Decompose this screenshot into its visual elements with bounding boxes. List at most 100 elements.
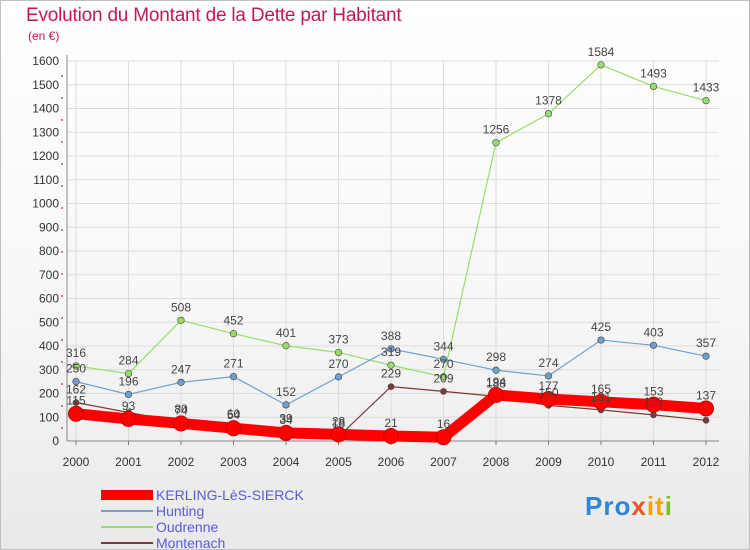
data-label: 270 [433,357,453,371]
data-point [544,110,553,118]
data-label: 344 [433,339,453,353]
data-label: 177 [538,379,558,393]
x-tick-label: 2006 [378,455,405,469]
data-label: 137 [696,388,716,402]
axis-dot [61,405,63,407]
legend-item: Oudrenne [101,519,304,535]
data-label: 1584 [588,45,615,59]
data-point [120,410,137,427]
data-point [387,345,395,353]
y-tick-label: 1400 [32,102,59,116]
data-point [650,411,657,419]
data-label: 1433 [693,81,720,95]
axis-dot [61,251,63,253]
y-tick-label: 500 [39,315,59,329]
y-tick-label: 1500 [32,78,59,92]
axis-dot [61,185,63,187]
y-tick-label: 900 [39,220,59,234]
legend-swatch [101,490,153,500]
data-label: 401 [276,326,296,340]
data-point [702,417,710,424]
data-point [544,372,553,380]
legend-swatch [101,542,153,544]
data-label: 1256 [483,123,510,137]
data-label: 373 [328,332,348,346]
data-point [593,393,609,410]
axis-dot [61,361,63,363]
data-label: 54 [227,408,241,422]
axis-dot [61,317,63,319]
data-point [330,426,347,443]
data-label: 162 [66,383,86,397]
legend-label: Oudrenne [156,519,219,535]
logo-part: i [664,491,673,521]
y-tick-label: 200 [39,387,59,401]
legend-swatch [101,510,153,512]
data-point [334,348,343,357]
logo-part: x [631,491,647,521]
axis-dot [61,339,63,341]
x-tick-label: 2008 [483,455,510,469]
chart-title: Evolution du Montant de la Dette par Hab… [26,5,402,26]
data-point [72,399,80,406]
legend-swatch [101,526,153,528]
data-label: 319 [381,345,401,359]
data-point [177,316,185,324]
y-tick-label: 1300 [32,125,59,139]
axis-dot [61,295,63,297]
data-point [440,388,447,395]
x-tick-label: 2012 [693,455,720,469]
axis-dot [61,97,63,99]
data-label: 209 [433,371,453,385]
data-point [282,342,290,350]
data-point [439,355,448,363]
data-label: 270 [328,357,348,371]
data-point [645,396,662,413]
data-label: 403 [643,325,663,339]
data-label: 16 [437,417,451,431]
data-point [72,378,80,386]
legend: KERLING-LèS-SIERCK Hunting Oudrenne Montena… [101,487,304,549]
legend-item: Montenach [101,535,304,549]
x-tick-label: 2010 [588,455,615,469]
data-point [649,341,658,349]
data-label: 388 [381,329,401,343]
data-point [387,361,395,369]
data-point [383,428,399,445]
x-tick-label: 2005 [325,455,352,469]
data-label: 250 [66,362,86,376]
axis-dot [61,75,63,77]
x-tick-label: 2002 [168,455,195,469]
data-point [439,373,448,381]
x-tick-label: 2007 [430,455,457,469]
data-label: 357 [696,336,716,350]
axis-dot [61,163,63,165]
data-point [492,366,500,374]
x-tick-label: 2004 [273,455,300,469]
data-point [282,401,290,409]
data-label: 152 [276,385,296,399]
y-tick-label: 700 [39,268,59,282]
y-tick-label: 0 [52,434,59,448]
data-label: 316 [66,346,86,360]
data-label: 1493 [640,66,667,80]
data-point [334,373,343,381]
data-label: 18 [332,417,346,431]
data-label: 274 [538,356,558,370]
unit-label: (en €) [28,29,60,43]
data-label: 196 [118,374,138,388]
data-point [72,362,80,370]
data-label: 110 [644,395,663,409]
x-tick-label: 2009 [535,455,562,469]
data-point [177,378,185,386]
data-point [229,330,238,338]
data-label: 452 [223,314,243,328]
data-point [540,390,557,407]
data-point [597,61,605,69]
axis-dot [61,119,63,121]
data-label: 39 [279,412,293,426]
data-point [702,97,710,105]
data-point [488,386,504,403]
y-tick-label: 600 [39,292,59,306]
logo-part: it [646,491,665,521]
